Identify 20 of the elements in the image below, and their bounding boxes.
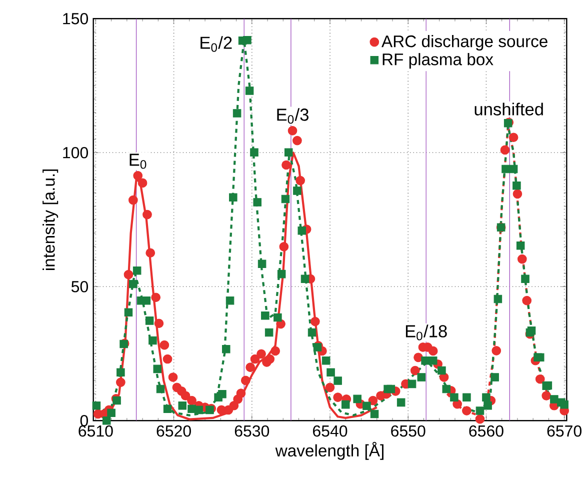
annotation: E$_{0}$/3 [277, 108, 308, 124]
x-tick-label: 6530 [234, 425, 270, 437]
y-axis-title: intensity [a.u.] [42, 169, 58, 270]
x-tick-label: 6560 [469, 425, 504, 437]
x-axis-title: wavelength [Å] [275, 442, 384, 460]
y-tick-label: 150 [63, 13, 88, 24]
x-tick-label: 6570 [547, 425, 582, 437]
x-tick-label: 6550 [391, 425, 426, 437]
x-tick-label: 6510 [78, 425, 113, 437]
y-tick-label: 50 [71, 280, 88, 292]
legend-label: ARC discharge source [382, 34, 548, 51]
annotation: E$_{0}$/2 [200, 36, 232, 52]
annotation: E$_{0}$ [130, 154, 146, 169]
annotation: unshifted [474, 102, 543, 116]
x-tick-label: 6520 [156, 425, 191, 437]
y-tick-label: 100 [63, 147, 88, 158]
x-tick-label: 6540 [313, 425, 348, 437]
legend-label: RF plasma box [382, 53, 494, 69]
y-tick-label: 0 [80, 414, 88, 426]
annotation: E$_{0}$/18 [406, 324, 447, 340]
